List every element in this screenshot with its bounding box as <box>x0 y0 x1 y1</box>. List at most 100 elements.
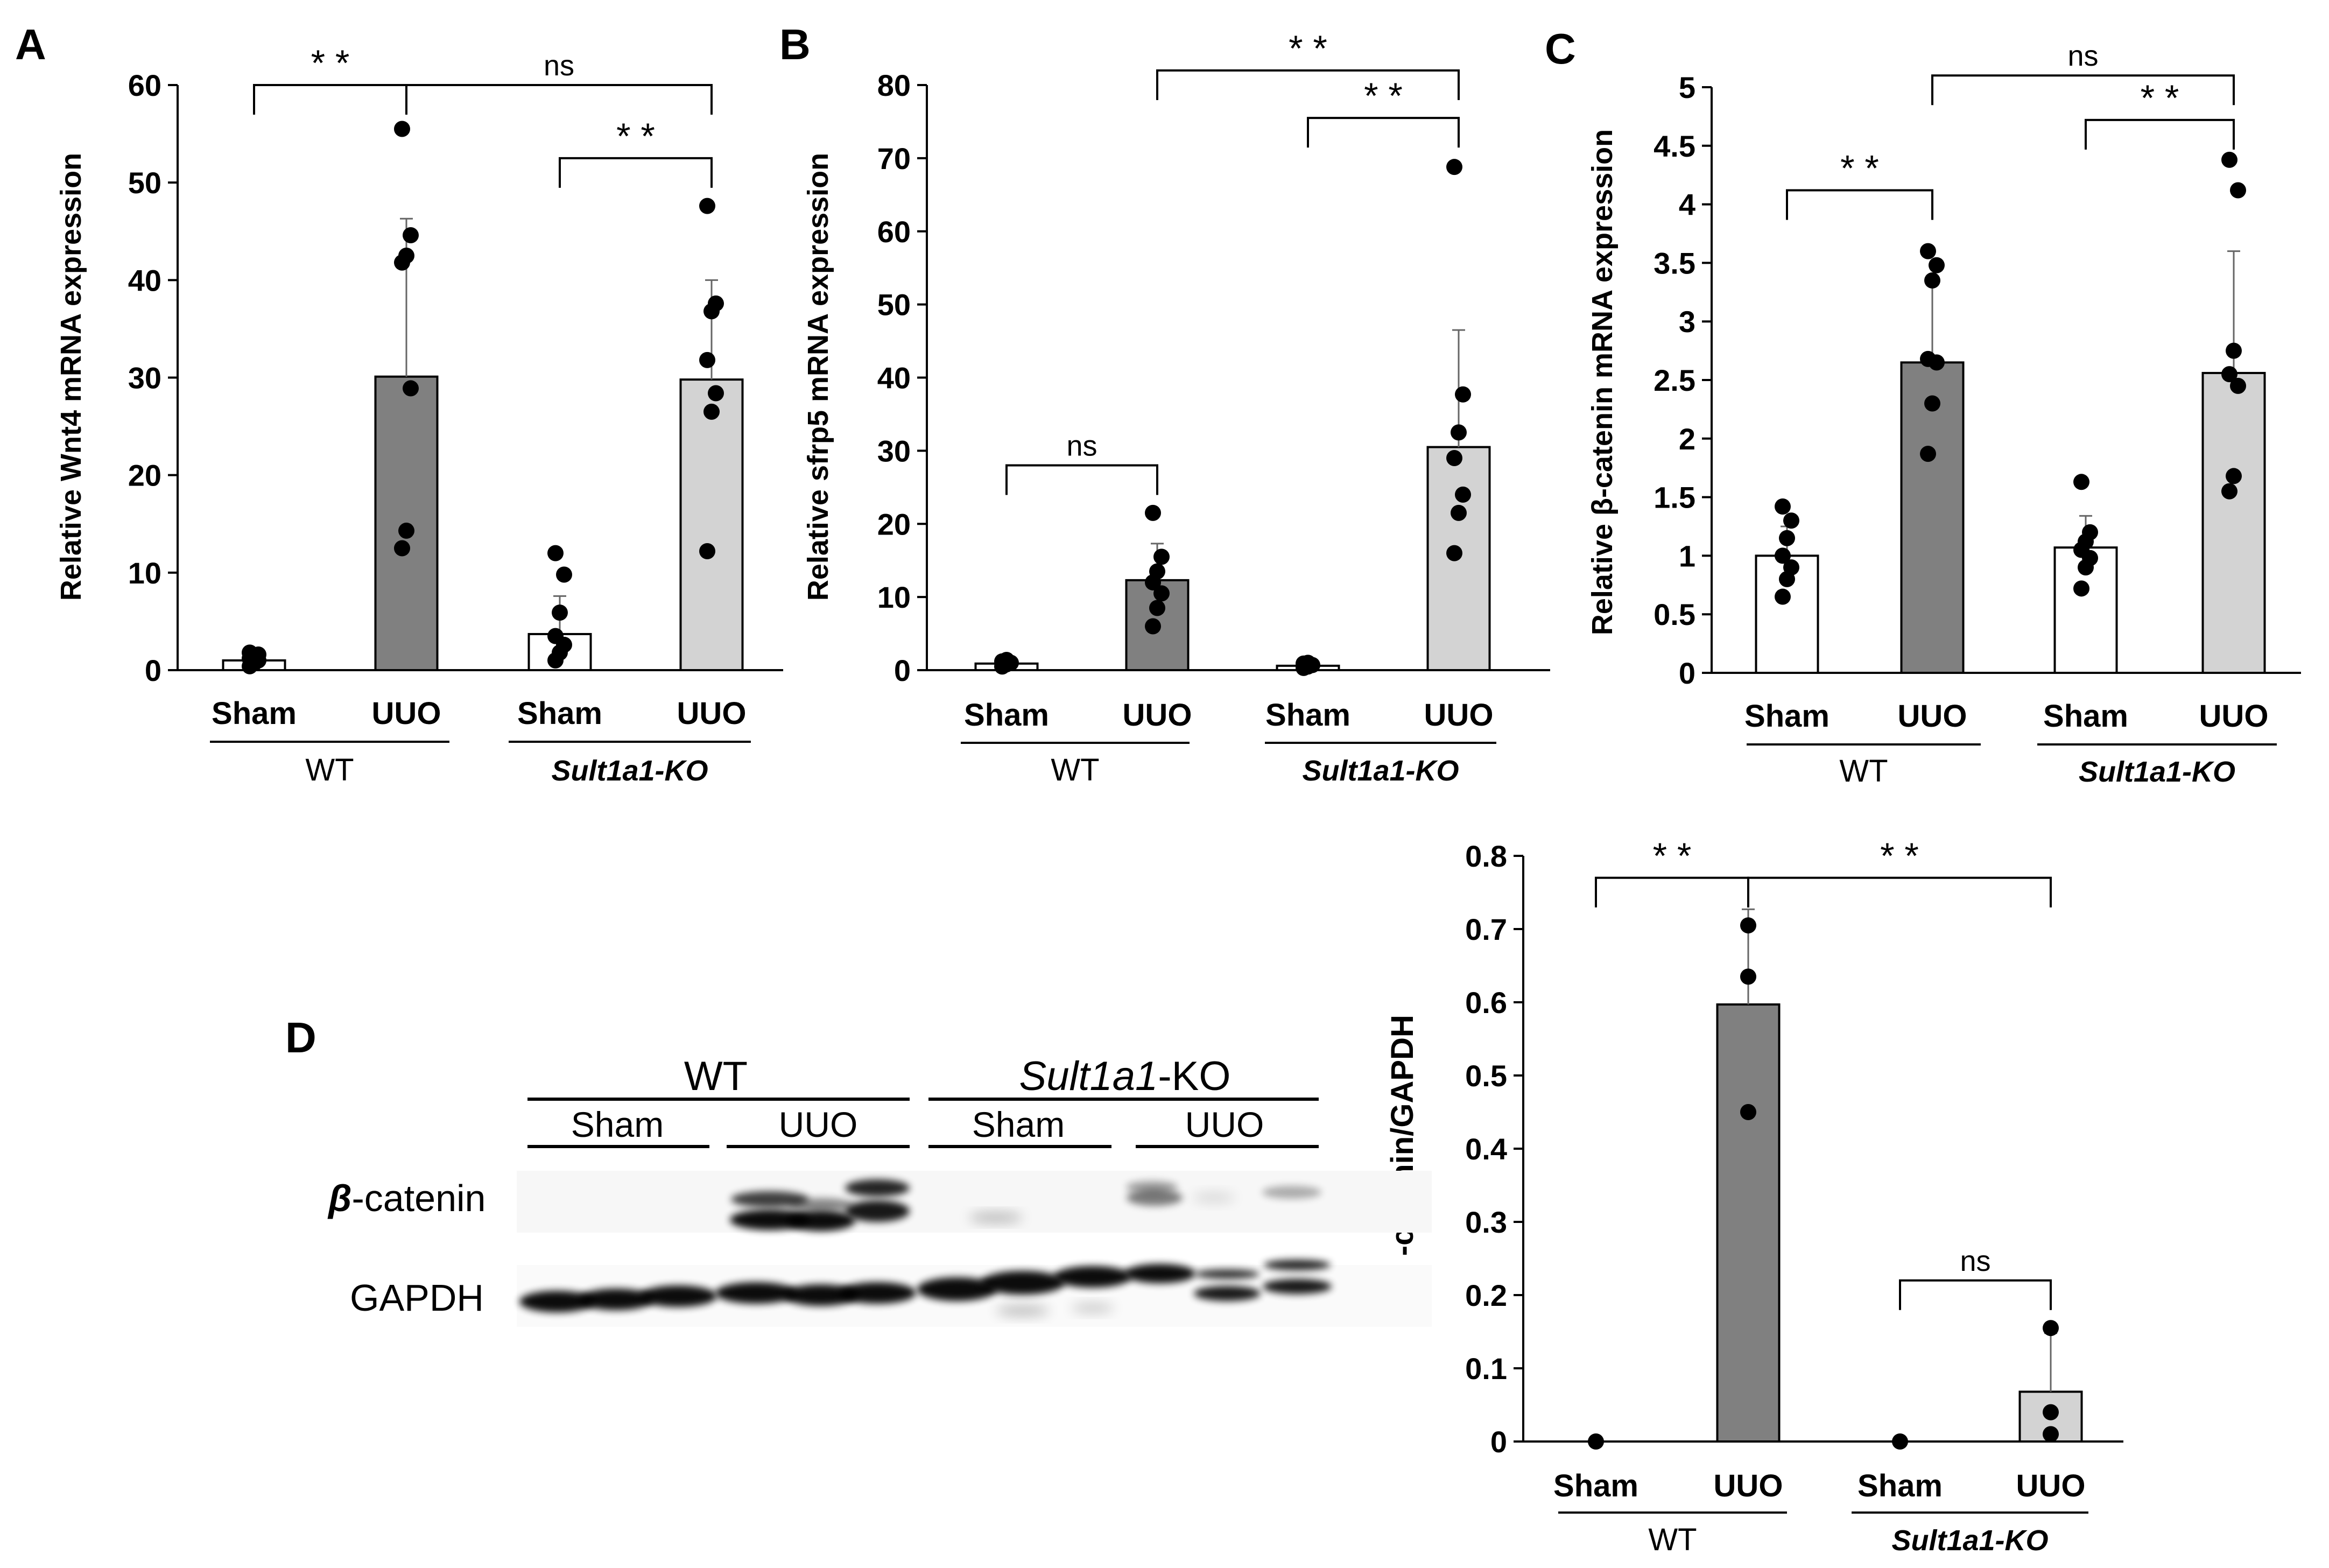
y-tick-label: 0.7 <box>1465 912 1507 946</box>
data-point <box>394 540 410 557</box>
data-point <box>2073 474 2089 490</box>
panel-letter-d: D <box>285 1014 316 1061</box>
data-point <box>2221 151 2237 168</box>
panel-letter-c: C <box>1545 25 1576 73</box>
data-point <box>394 121 410 137</box>
y-axis-label: Relative β-catenin mRNA expression <box>1586 129 1619 635</box>
y-tick-label: 0.2 <box>1465 1278 1507 1312</box>
data-point <box>547 628 564 644</box>
chart-b-sfrp5: 0 10 20 30 40 50 60 70 80 Relative sfrp5 mRNA exp… <box>802 28 1550 787</box>
y-tick-label: 40 <box>877 361 911 395</box>
data-point <box>703 403 720 420</box>
significance-label: * * <box>1289 28 1327 69</box>
data-point <box>403 227 419 243</box>
blot-wt-uuo: UUO <box>779 1105 858 1144</box>
data-point <box>1145 618 1161 635</box>
y-axis-label: Relative Wnt4 mRNA expression <box>55 153 87 601</box>
blot-row-gapdh-label: GAPDH <box>350 1277 484 1319</box>
x-category-label: UUO <box>1424 698 1494 733</box>
data-point <box>1455 386 1471 403</box>
x-category-label: UUO <box>1898 699 1967 734</box>
y-tick-label: 60 <box>877 215 911 249</box>
data-point <box>2226 342 2242 359</box>
group-label-wt: WT <box>1839 754 1888 789</box>
y-tick-label: 0.3 <box>1465 1205 1507 1239</box>
data-point <box>2221 483 2237 500</box>
significance-bracket <box>1307 117 1460 148</box>
data-point <box>2082 524 2098 540</box>
data-point <box>403 380 419 397</box>
y-tick-label: 20 <box>877 507 911 541</box>
y-tick-label: 0.1 <box>1465 1352 1507 1386</box>
significance-bracket <box>1899 1279 2052 1310</box>
panel-letter-b: B <box>779 20 811 68</box>
data-point <box>2043 1426 2059 1443</box>
data-point <box>2043 1404 2059 1421</box>
x-category-label: Sham <box>212 696 297 731</box>
significance-bracket <box>405 84 713 115</box>
y-tick-label: 4.5 <box>1653 129 1695 163</box>
data-point <box>1446 449 1462 466</box>
y-tick-label: 2.5 <box>1653 363 1695 397</box>
data-point <box>2230 182 2246 199</box>
y-tick-label: 1 <box>1679 539 1695 573</box>
data-point <box>1588 1433 1604 1450</box>
data-point <box>1451 504 1467 521</box>
blot-membrane-beta-catenin <box>517 1171 1432 1233</box>
data-point <box>2221 366 2237 383</box>
blot-ko-sham: Sham <box>972 1105 1065 1144</box>
significance-label: ns <box>544 50 574 82</box>
group-label-wt: WT <box>305 753 354 787</box>
y-tick-label: 10 <box>877 580 911 614</box>
data-point <box>1924 395 1940 412</box>
data-point <box>1153 585 1170 602</box>
significance-label: * * <box>311 43 350 83</box>
y-tick-label: 0.8 <box>1465 839 1507 873</box>
significance-bracket <box>253 84 407 115</box>
data-point <box>1740 1104 1756 1120</box>
data-point <box>242 644 258 661</box>
data-point <box>998 651 1015 668</box>
data-point <box>398 248 414 264</box>
y-tick-label: 80 <box>877 68 911 102</box>
y-axis-label: Relative sfrp5 mRNA expression <box>802 153 834 601</box>
blot-header-ko-rest: -KO <box>1158 1053 1230 1099</box>
blot-header-ko-italic: Sult1a1 <box>1019 1053 1158 1099</box>
blot-header-wt: WT <box>684 1053 748 1099</box>
y-tick-label: 0 <box>145 653 161 687</box>
y-tick-label: 0.4 <box>1465 1132 1507 1166</box>
data-point <box>1920 446 1936 462</box>
x-category-label: Sham <box>1265 698 1350 733</box>
group-label-ko: Sult1a1-KO <box>551 755 708 787</box>
y-axis-label: β -catenin/GAPDH <box>1385 1015 1420 1283</box>
chart-d-beta-catenin-gapdh: 0 0.1 0.2 0.3 0.4 0.5 0.6 0.7 0.8 β -catenin/GAPD… <box>1385 835 2123 1557</box>
data-point <box>1920 350 1936 367</box>
data-point <box>699 351 715 368</box>
y-tick-label: 70 <box>877 142 911 175</box>
data-point <box>2230 377 2246 394</box>
significance-label: * * <box>616 116 655 157</box>
significance-label: ns <box>1960 1245 1990 1277</box>
y-tick-label: 0 <box>894 653 911 687</box>
y-tick-label: 0.5 <box>1653 597 1695 631</box>
group-label-wt: WT <box>1051 753 1099 787</box>
significance-label: * * <box>1653 835 1692 876</box>
x-category-label: Sham <box>1744 699 1830 734</box>
x-category-label: UUO <box>677 696 747 731</box>
x-category-label: UUO <box>2016 1468 2086 1503</box>
significance-bracket <box>1931 74 2235 106</box>
data-point <box>1446 159 1462 175</box>
y-tick-label: 1.5 <box>1653 481 1695 515</box>
chart-c-beta-catenin-mrna: 0 0.5 1 1.5 2 2.5 3 3.5 4 4.5 5 Relative β-catenin … <box>1586 40 2301 789</box>
y-tick-label: 30 <box>877 434 911 468</box>
data-point <box>2073 580 2089 597</box>
data-point <box>2226 468 2242 484</box>
data-point <box>1775 498 1791 515</box>
y-tick-label: 0 <box>1679 656 1695 690</box>
x-category-label: UUO <box>372 696 441 731</box>
blot-row-beta-rest: -catenin <box>351 1177 485 1219</box>
y-tick-label: 20 <box>128 459 161 493</box>
significance-bracket <box>1595 876 1749 908</box>
significance-bracket <box>559 157 713 188</box>
